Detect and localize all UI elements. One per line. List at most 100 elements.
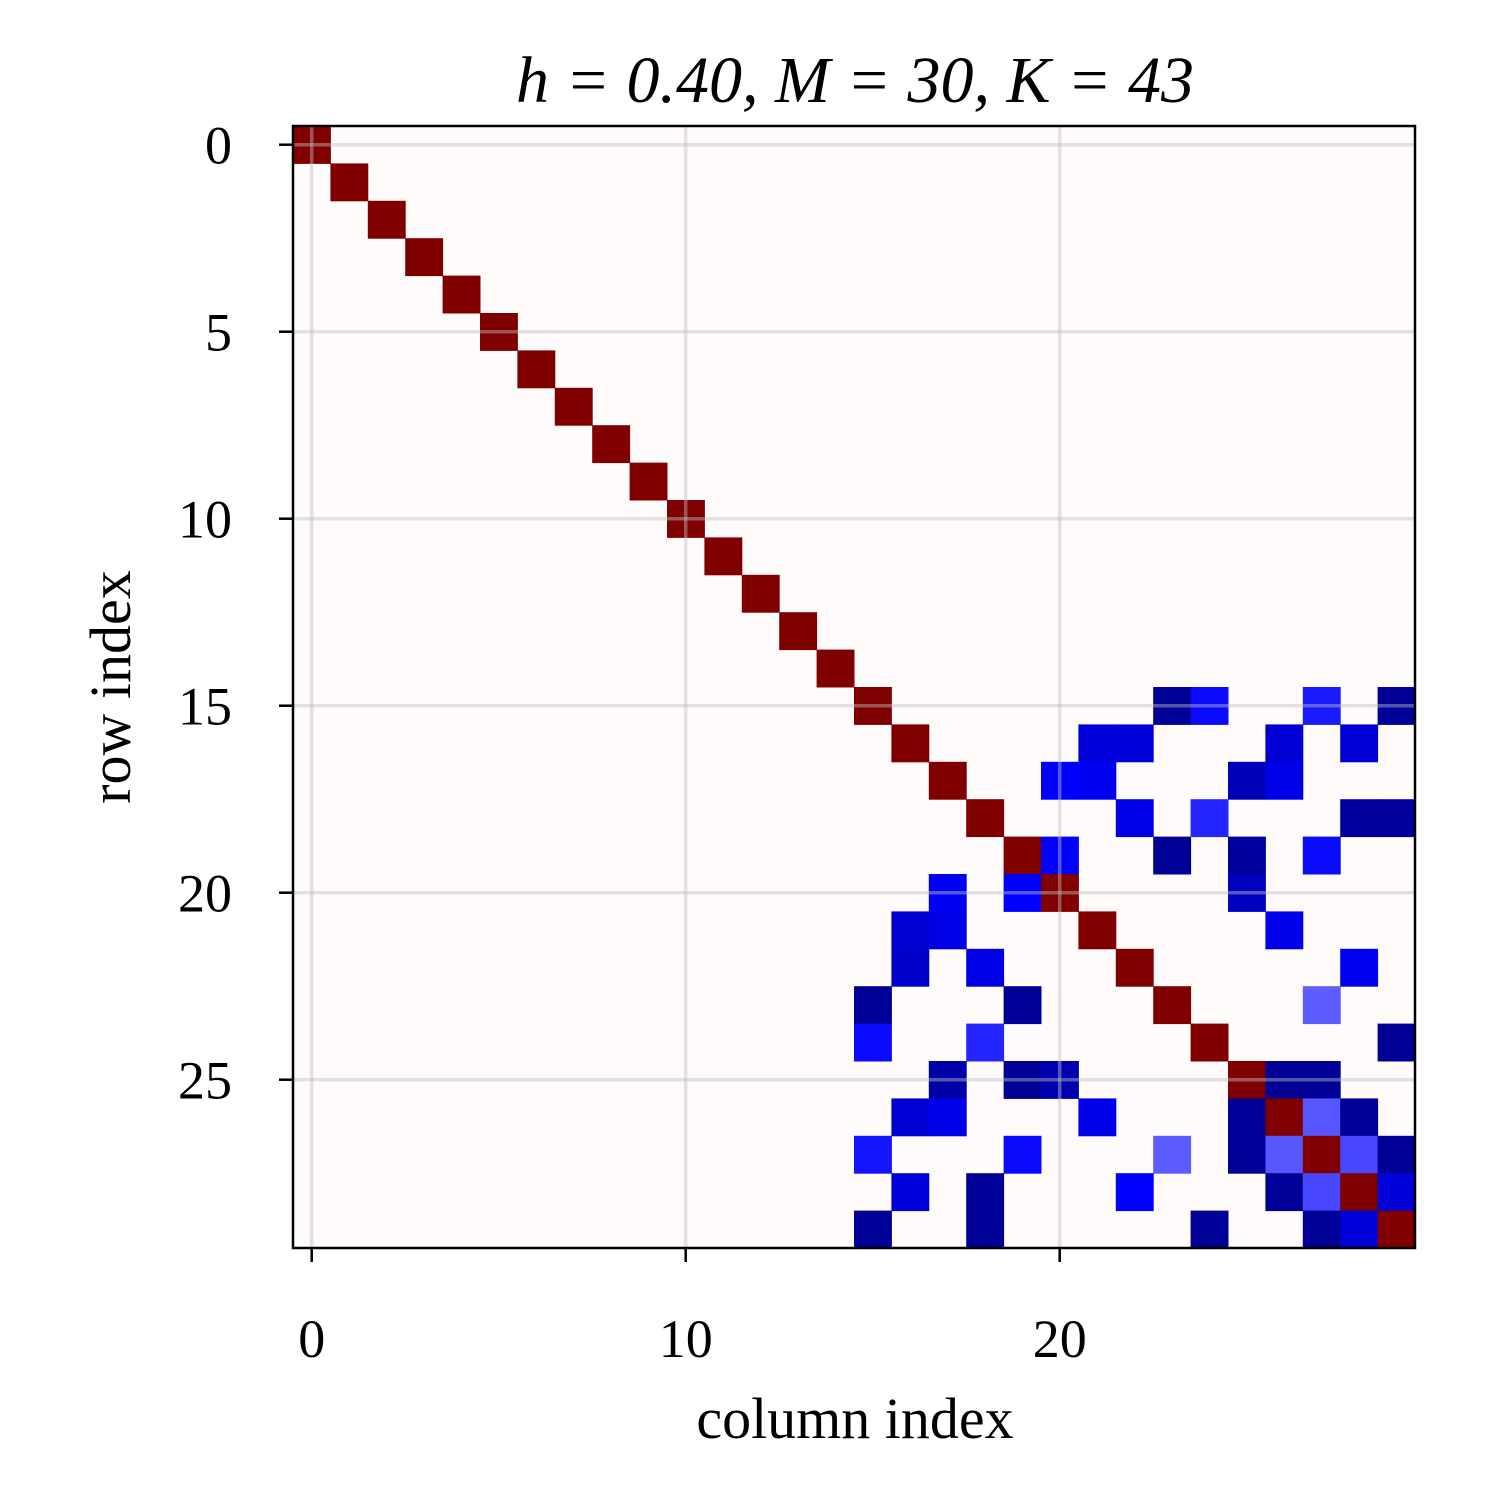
heatmap-cell-13-13 [779,612,818,651]
heatmap-cell-24-15 [854,1023,892,1062]
heatmap-cell-27-25 [1228,1135,1266,1174]
heatmap-cell-25-17 [928,1061,967,1099]
heatmap-cell-26-21 [1078,1098,1117,1137]
heatmap-cell-26-16 [891,1098,930,1137]
y-tick-label: 10 [178,490,232,550]
heatmap-cell-23-15 [854,986,892,1025]
heatmap-cell-15-23 [1153,687,1192,725]
heatmap-cell-25-26 [1265,1061,1304,1099]
heatmap-cell-26-28 [1340,1098,1379,1137]
chart-title: h = 0.40, M = 30, K = 43 [516,44,1194,117]
x-tick-label: 10 [659,1309,713,1369]
heatmap-cell-25-20 [1041,1061,1079,1099]
heatmap-cell-16-28 [1340,724,1379,763]
y-tick-label: 5 [205,303,232,363]
x-tick-label: 0 [298,1309,325,1369]
heatmap-cell-28-18 [966,1173,1005,1212]
heatmap-cell-16-26 [1265,724,1304,763]
heatmap-cell-22-22 [1115,948,1154,987]
heatmap-cell-21-16 [891,911,930,950]
heatmap-cell-20-19 [1003,874,1042,912]
gridlines [293,126,1415,1248]
y-tick-label: 25 [178,1051,232,1111]
y-tick-label: 20 [178,864,232,924]
heatmap-cell-15-15 [854,687,892,725]
heatmap-cell-29-24 [1190,1210,1229,1249]
heatmap-cell-9-9 [629,462,668,501]
heatmap-cell-0-0 [293,126,331,164]
heatmap-cell-21-21 [1078,911,1117,950]
heatmap-cell-17-21 [1078,761,1117,800]
heatmap-cell-19-27 [1302,836,1341,875]
heatmap-cell-25-27 [1302,1061,1341,1099]
x-axis-label: column index [696,1386,1013,1451]
heatmap-cell-4-4 [442,275,481,314]
heatmap-cell-18-29 [1377,799,1416,838]
heatmap-cell-28-16 [891,1173,930,1212]
y-tick-label: 15 [178,677,232,737]
y-axis-ticks: 0 5 10 15 20 25 [178,116,293,1111]
heatmap-cell-29-18 [966,1210,1005,1249]
heatmap-cell-26-26 [1265,1098,1304,1137]
heatmap-cell-26-27 [1302,1098,1341,1137]
heatmap-cell-17-25 [1228,761,1266,800]
heatmap-cell-7-7 [554,387,593,426]
heatmap-cell-19-25 [1228,836,1266,875]
heatmap-cell-21-17 [928,911,967,950]
heatmap-cell-16-22 [1115,724,1154,763]
y-axis-label: row index [78,570,143,804]
heatmap-cell-28-27 [1302,1173,1341,1212]
heatmap-cell-24-18 [966,1023,1005,1062]
heatmap-cell-18-18 [966,799,1005,838]
heatmap-cell-2-2 [367,200,406,239]
heatmap-cell-21-26 [1265,911,1304,950]
heatmap-cell-26-17 [928,1098,967,1137]
heatmap-cell-23-23 [1153,986,1192,1025]
heatmap-cell-11-11 [704,537,743,576]
heatmap-cell-15-27 [1302,687,1341,725]
heatmap-cell-20-20 [1041,874,1079,912]
heatmap-cell-27-15 [854,1135,892,1174]
heatmap-cell-27-27 [1302,1135,1341,1174]
heatmap-cell-23-19 [1003,986,1042,1025]
heatmap-cell-27-29 [1377,1135,1416,1174]
heatmap-cell-27-28 [1340,1135,1379,1174]
heatmap-cell-12-12 [741,574,780,613]
heatmap-cell-10-10 [667,500,705,538]
heatmap-cell-18-22 [1115,799,1154,838]
heatmap-cell-17-17 [928,761,967,800]
heatmap-cell-29-27 [1302,1210,1341,1249]
heatmap-cell-20-25 [1228,874,1266,912]
plot-frame [291,124,1417,1250]
heatmap-cell-18-24 [1190,799,1229,838]
heatmap-cell-1-1 [330,163,369,202]
heatmap-cell-14-14 [816,649,855,688]
heatmap-cell-17-26 [1265,761,1304,800]
heatmap-cell-5-5 [480,313,518,351]
heatmap-cell-20-17 [928,874,967,912]
heatmap-cell-26-25 [1228,1098,1266,1137]
heatmap-cell-6-6 [517,350,556,389]
heatmap-cell-24-29 [1377,1023,1416,1062]
heatmap-cell-25-25 [1228,1061,1266,1099]
heatmap-cell-16-21 [1078,724,1117,763]
heatmap-cell-22-18 [966,948,1005,987]
heatmap-cell-28-28 [1340,1173,1379,1212]
heatmap-cell-17-20 [1041,761,1079,800]
heatmap-cell-28-26 [1265,1173,1304,1212]
heatmap-cell-29-28 [1340,1210,1379,1249]
heatmap-cell-27-19 [1003,1135,1042,1174]
heatmap-cell-27-26 [1265,1135,1304,1174]
x-tick-label: 20 [1033,1309,1087,1369]
heatmap-cell-22-28 [1340,948,1379,987]
heatmap-cell-29-29 [1377,1210,1416,1249]
heatmap-cell-28-29 [1377,1173,1416,1212]
heatmap-cell-8-8 [592,425,631,464]
heatmap-cell-23-27 [1302,986,1341,1025]
heatmap-cell-29-15 [854,1210,892,1249]
heatmap-cells [293,126,1416,1249]
heatmap-cell-27-23 [1153,1135,1192,1174]
heatmap-cell-19-20 [1041,836,1079,875]
